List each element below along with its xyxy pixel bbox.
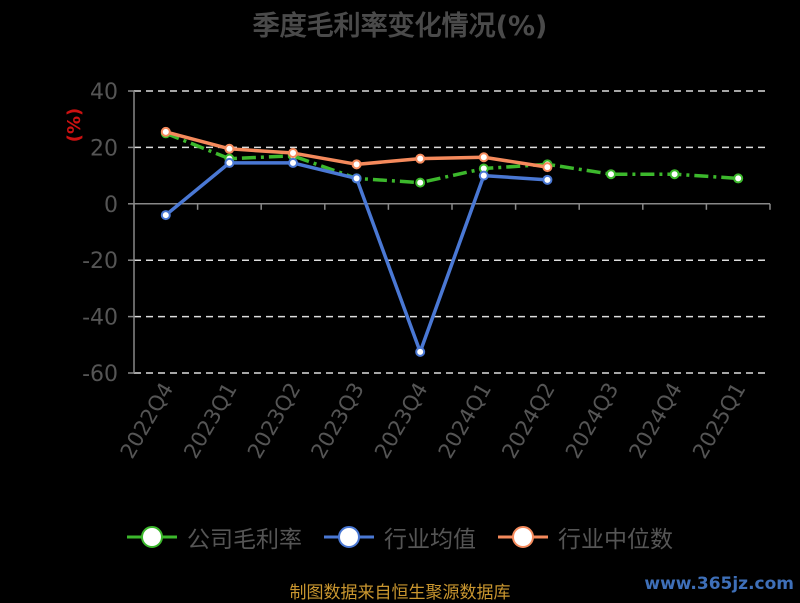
legend-item[interactable]: 行业均值 — [324, 520, 476, 554]
data-point — [415, 177, 426, 188]
data-point — [351, 173, 362, 184]
series-line — [165, 131, 739, 185]
legend-marker-icon — [324, 526, 374, 548]
x-tick-label: 2023Q2 — [243, 379, 305, 463]
data-point — [606, 169, 616, 180]
legend-marker-icon — [498, 526, 548, 548]
x-tick-label: 2024Q3 — [561, 379, 623, 463]
x-tick-label: 2024Q2 — [497, 379, 559, 463]
legend: 公司毛利率 行业均值 行业中位数 — [0, 520, 800, 554]
data-point — [224, 143, 235, 154]
legend-marker-icon — [127, 526, 177, 548]
y-tick-label: -60 — [82, 362, 118, 387]
x-tick-label: 2022Q4 — [116, 379, 178, 463]
data-point — [288, 157, 298, 168]
y-tick-label: -40 — [82, 306, 118, 331]
data-point — [415, 153, 426, 164]
x-tick-label: 2024Q4 — [624, 379, 686, 463]
data-point — [160, 126, 171, 137]
x-tick-label: 2023Q1 — [179, 379, 241, 463]
data-point — [351, 159, 362, 170]
source-note: 制图数据来自恒生聚源数据库 — [289, 583, 511, 603]
y-tick-label: 0 — [104, 193, 118, 218]
legend-label: 行业中位数 — [558, 527, 673, 553]
x-tick-label: 2023Q4 — [370, 379, 432, 463]
series-group — [160, 126, 744, 357]
data-point — [733, 173, 744, 184]
legend-label: 公司毛利率 — [187, 527, 302, 553]
y-axis-label: (%) — [64, 108, 85, 143]
axes — [128, 90, 771, 374]
x-tick-label: 2023Q3 — [306, 379, 368, 463]
x-tick-label: 2025Q1 — [688, 379, 750, 463]
legend-item[interactable]: 行业中位数 — [498, 520, 673, 554]
series-行业均值 — [160, 157, 553, 357]
data-point — [478, 152, 489, 163]
data-point — [288, 148, 298, 159]
data-point — [669, 169, 680, 180]
x-tick-label: 2024Q1 — [434, 379, 496, 463]
y-tick-label: 40 — [90, 80, 118, 105]
series-行业中位数 — [160, 126, 553, 173]
legend-label: 行业均值 — [384, 527, 476, 553]
y-tick-label: -20 — [82, 249, 118, 274]
grid-lines — [134, 90, 770, 374]
data-point — [478, 170, 489, 181]
series-line — [164, 161, 548, 354]
y-tick-labels: 40 20 0 -20 -40 -60 — [82, 80, 118, 387]
data-point — [160, 210, 171, 221]
legend-item[interactable]: 公司毛利率 — [127, 520, 302, 554]
x-tick-labels: 2022Q4 2023Q1 2023Q2 2023Q3 2023Q4 2024Q1 2024… — [116, 379, 751, 463]
chart-title: 季度毛利率变化情况(%) — [252, 11, 548, 42]
data-point — [542, 162, 553, 173]
data-point — [415, 346, 426, 357]
data-point — [224, 157, 235, 168]
watermark-logo: www.365jz.com — [644, 574, 794, 594]
y-tick-label: 20 — [90, 136, 118, 161]
data-point — [542, 174, 553, 185]
